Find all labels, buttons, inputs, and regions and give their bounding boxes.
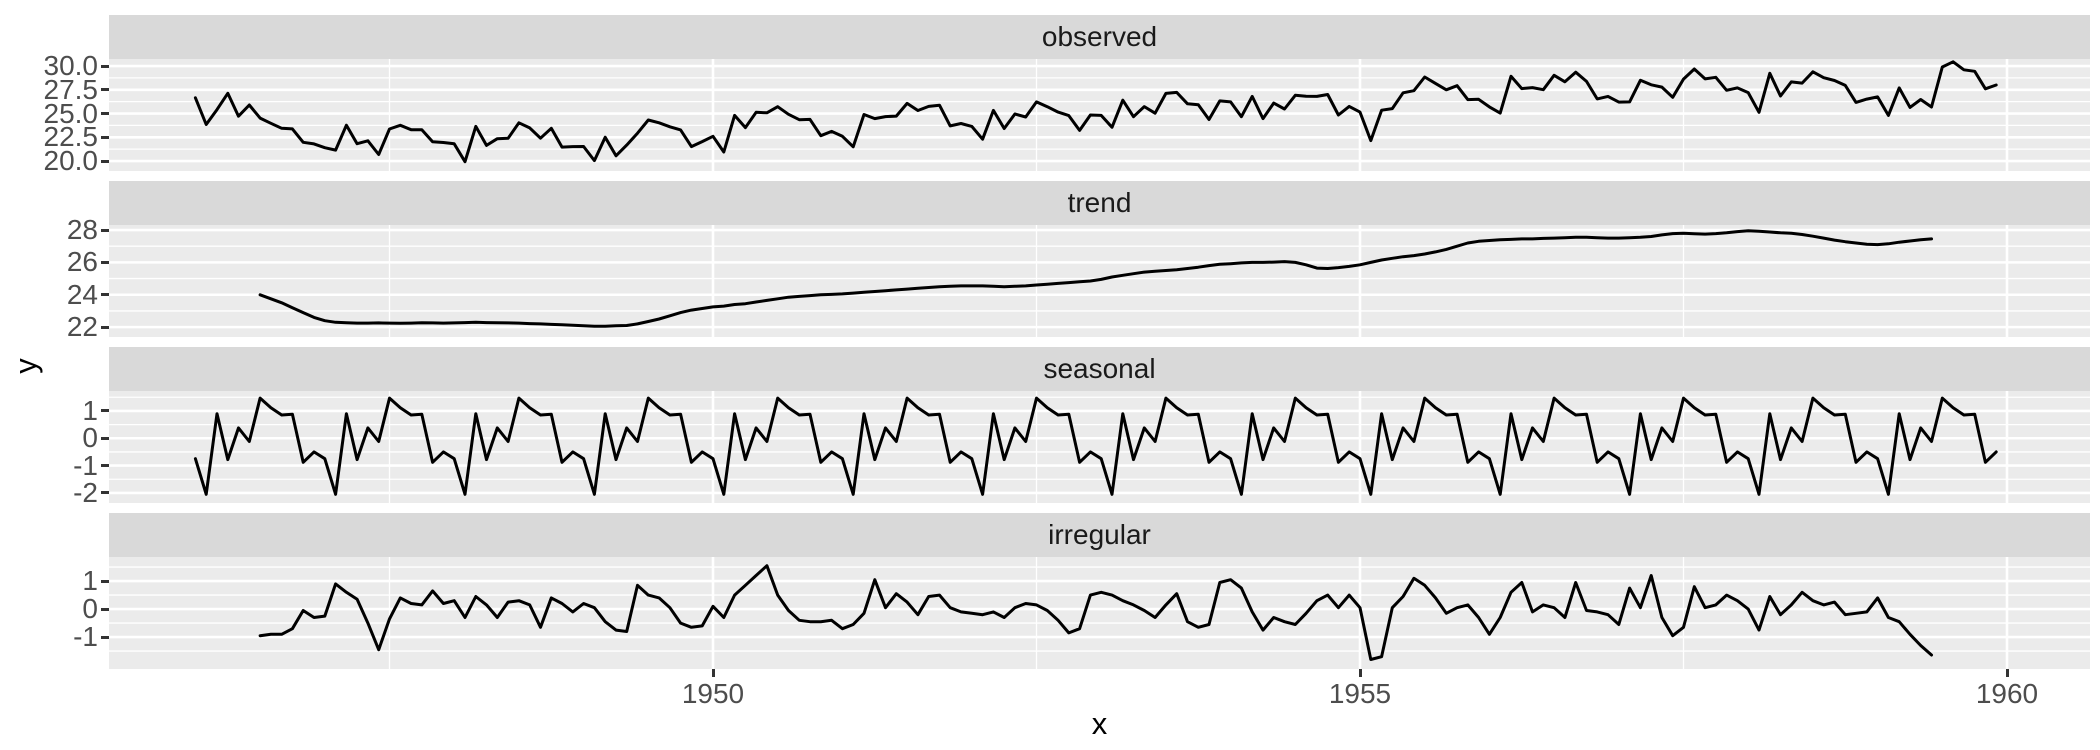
y-tick-mark [101,436,109,440]
x-tick-mark [2005,669,2009,677]
irregular-line [258,564,1933,661]
panel-irregular [109,557,2090,669]
y-tick-mark [101,112,109,116]
y-tick-mark [101,409,109,413]
y-tick-label-irregular-0: 0 [82,593,98,625]
panel-seasonal [109,391,2090,503]
panel-trend [109,225,2090,337]
x-tick-mark [711,669,715,677]
y-tick-label-seasonal--1: -1 [73,449,98,481]
y-tick-mark [101,64,109,68]
y-tick-mark [101,491,109,495]
y-tick-mark [101,464,109,468]
y-tick-label-seasonal-0: 0 [82,422,98,454]
observed-line [193,60,1998,164]
y-tick-label-trend-24: 24 [66,278,98,310]
y-axis-title: y [8,358,43,374]
y-tick-label-observed-30.0: 30.0 [43,50,99,82]
y-tick-label-seasonal--2: -2 [73,476,98,508]
panel-observed [109,59,2090,171]
x-tick-label-1960: 1960 [1975,678,2039,709]
y-tick-label-trend-26: 26 [66,246,98,278]
y-tick-mark [101,293,109,297]
y-tick-mark [101,228,109,232]
y-tick-mark [101,88,109,92]
facet-strip-seasonal: seasonal [109,347,2090,391]
facet-strip-observed: observed [109,15,2090,59]
seasonal-line [193,396,1998,496]
y-tick-label-trend-28: 28 [66,214,98,246]
y-tick-mark [101,159,109,163]
y-tick-mark [101,135,109,139]
facet-strip-trend: trend [109,181,2090,225]
y-tick-label-trend-22: 22 [66,311,98,343]
y-tick-label-observed-22.5: 22.5 [43,121,99,153]
y-tick-mark [101,260,109,264]
y-tick-mark [101,325,109,329]
y-tick-mark [101,607,109,611]
y-tick-label-observed-25.0: 25.0 [43,97,99,129]
x-tick-mark [1358,669,1362,677]
trend-line [258,229,1933,328]
y-tick-mark [101,579,109,583]
y-tick-label-irregular-1: 1 [82,565,98,597]
y-tick-label-seasonal-1: 1 [82,394,98,426]
x-tick-label-1950: 1950 [681,678,745,709]
x-axis-title: x [1091,706,1108,741]
x-tick-label-1955: 1955 [1328,678,1392,709]
y-tick-mark [101,635,109,639]
y-tick-label-irregular--1: -1 [73,621,98,653]
y-tick-label-observed-27.5: 27.5 [43,73,99,105]
y-tick-label-observed-20.0: 20.0 [43,145,99,177]
facet-strip-irregular: irregular [109,513,2090,557]
